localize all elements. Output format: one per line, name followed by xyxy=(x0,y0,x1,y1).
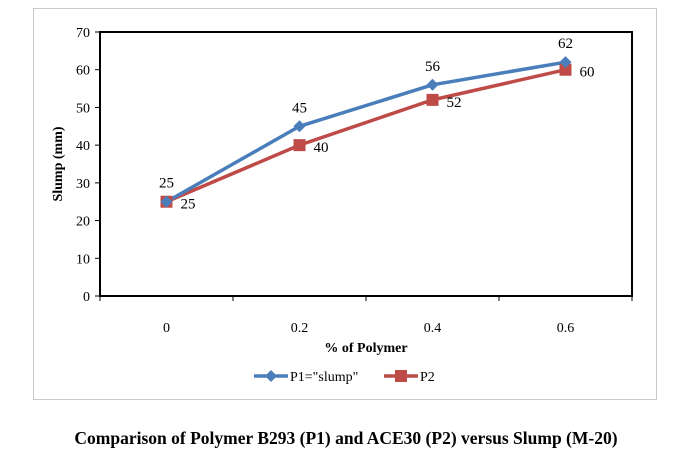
p2-series-line xyxy=(165,68,566,204)
p2-data-point xyxy=(559,63,572,76)
p1-data-point xyxy=(426,78,439,91)
y-tick-label: 0 xyxy=(83,290,90,305)
y-tick-label: 30 xyxy=(76,177,90,192)
figure-frame xyxy=(33,8,657,400)
p2-data-label: 52 xyxy=(447,95,462,111)
legend-marker xyxy=(265,370,277,382)
x-tick-label: 0.6 xyxy=(557,321,575,336)
p1-data-point xyxy=(293,120,306,133)
legend-label: P2 xyxy=(420,370,435,385)
y-tick-label: 70 xyxy=(76,26,90,41)
x-axis-title: % of Polymer xyxy=(324,341,407,356)
y-axis-title: Slump (mm) xyxy=(51,126,66,201)
legend-item-p1: P1="slump" xyxy=(254,370,358,385)
p2-data-label: 25 xyxy=(181,197,196,213)
p2-data-point xyxy=(293,139,306,152)
y-tick-label: 40 xyxy=(76,139,90,154)
x-tick-label: 0.2 xyxy=(291,321,309,336)
legend-label: P1="slump" xyxy=(290,370,358,385)
p2-data-label: 60 xyxy=(580,65,595,81)
legend-item-p2: P2 xyxy=(384,370,435,385)
y-tick-label: 50 xyxy=(76,101,90,116)
x-tick-label: 0 xyxy=(163,321,170,336)
p1-data-label: 45 xyxy=(292,100,307,116)
chart-title: Comparison of Polymer B293 (P1) and ACE3… xyxy=(74,428,618,448)
line-chart: 0 10 20 30 40 50 60 70 0 0.2 0.4 0.6 % of Polymer Slu… xyxy=(51,26,633,385)
y-tick-label: 20 xyxy=(76,215,90,230)
p2-data-point xyxy=(426,93,439,106)
p2-data-label: 40 xyxy=(314,140,329,156)
x-tick-label: 0.4 xyxy=(424,321,442,336)
p1-data-label: 25 xyxy=(159,176,174,192)
p1-data-point xyxy=(559,56,572,69)
p1-data-point xyxy=(160,195,173,208)
plot-area: 0 10 20 30 40 50 60 70 0 0.2 0.4 0.6 % of Polymer Slu… xyxy=(51,26,633,385)
y-tick-label: 60 xyxy=(76,64,90,79)
y-tick-label: 10 xyxy=(76,252,90,267)
p1-series-line xyxy=(165,60,566,204)
p1-data-label: 56 xyxy=(425,59,441,75)
legend-marker xyxy=(395,370,407,382)
p1-data-label: 62 xyxy=(558,36,573,52)
